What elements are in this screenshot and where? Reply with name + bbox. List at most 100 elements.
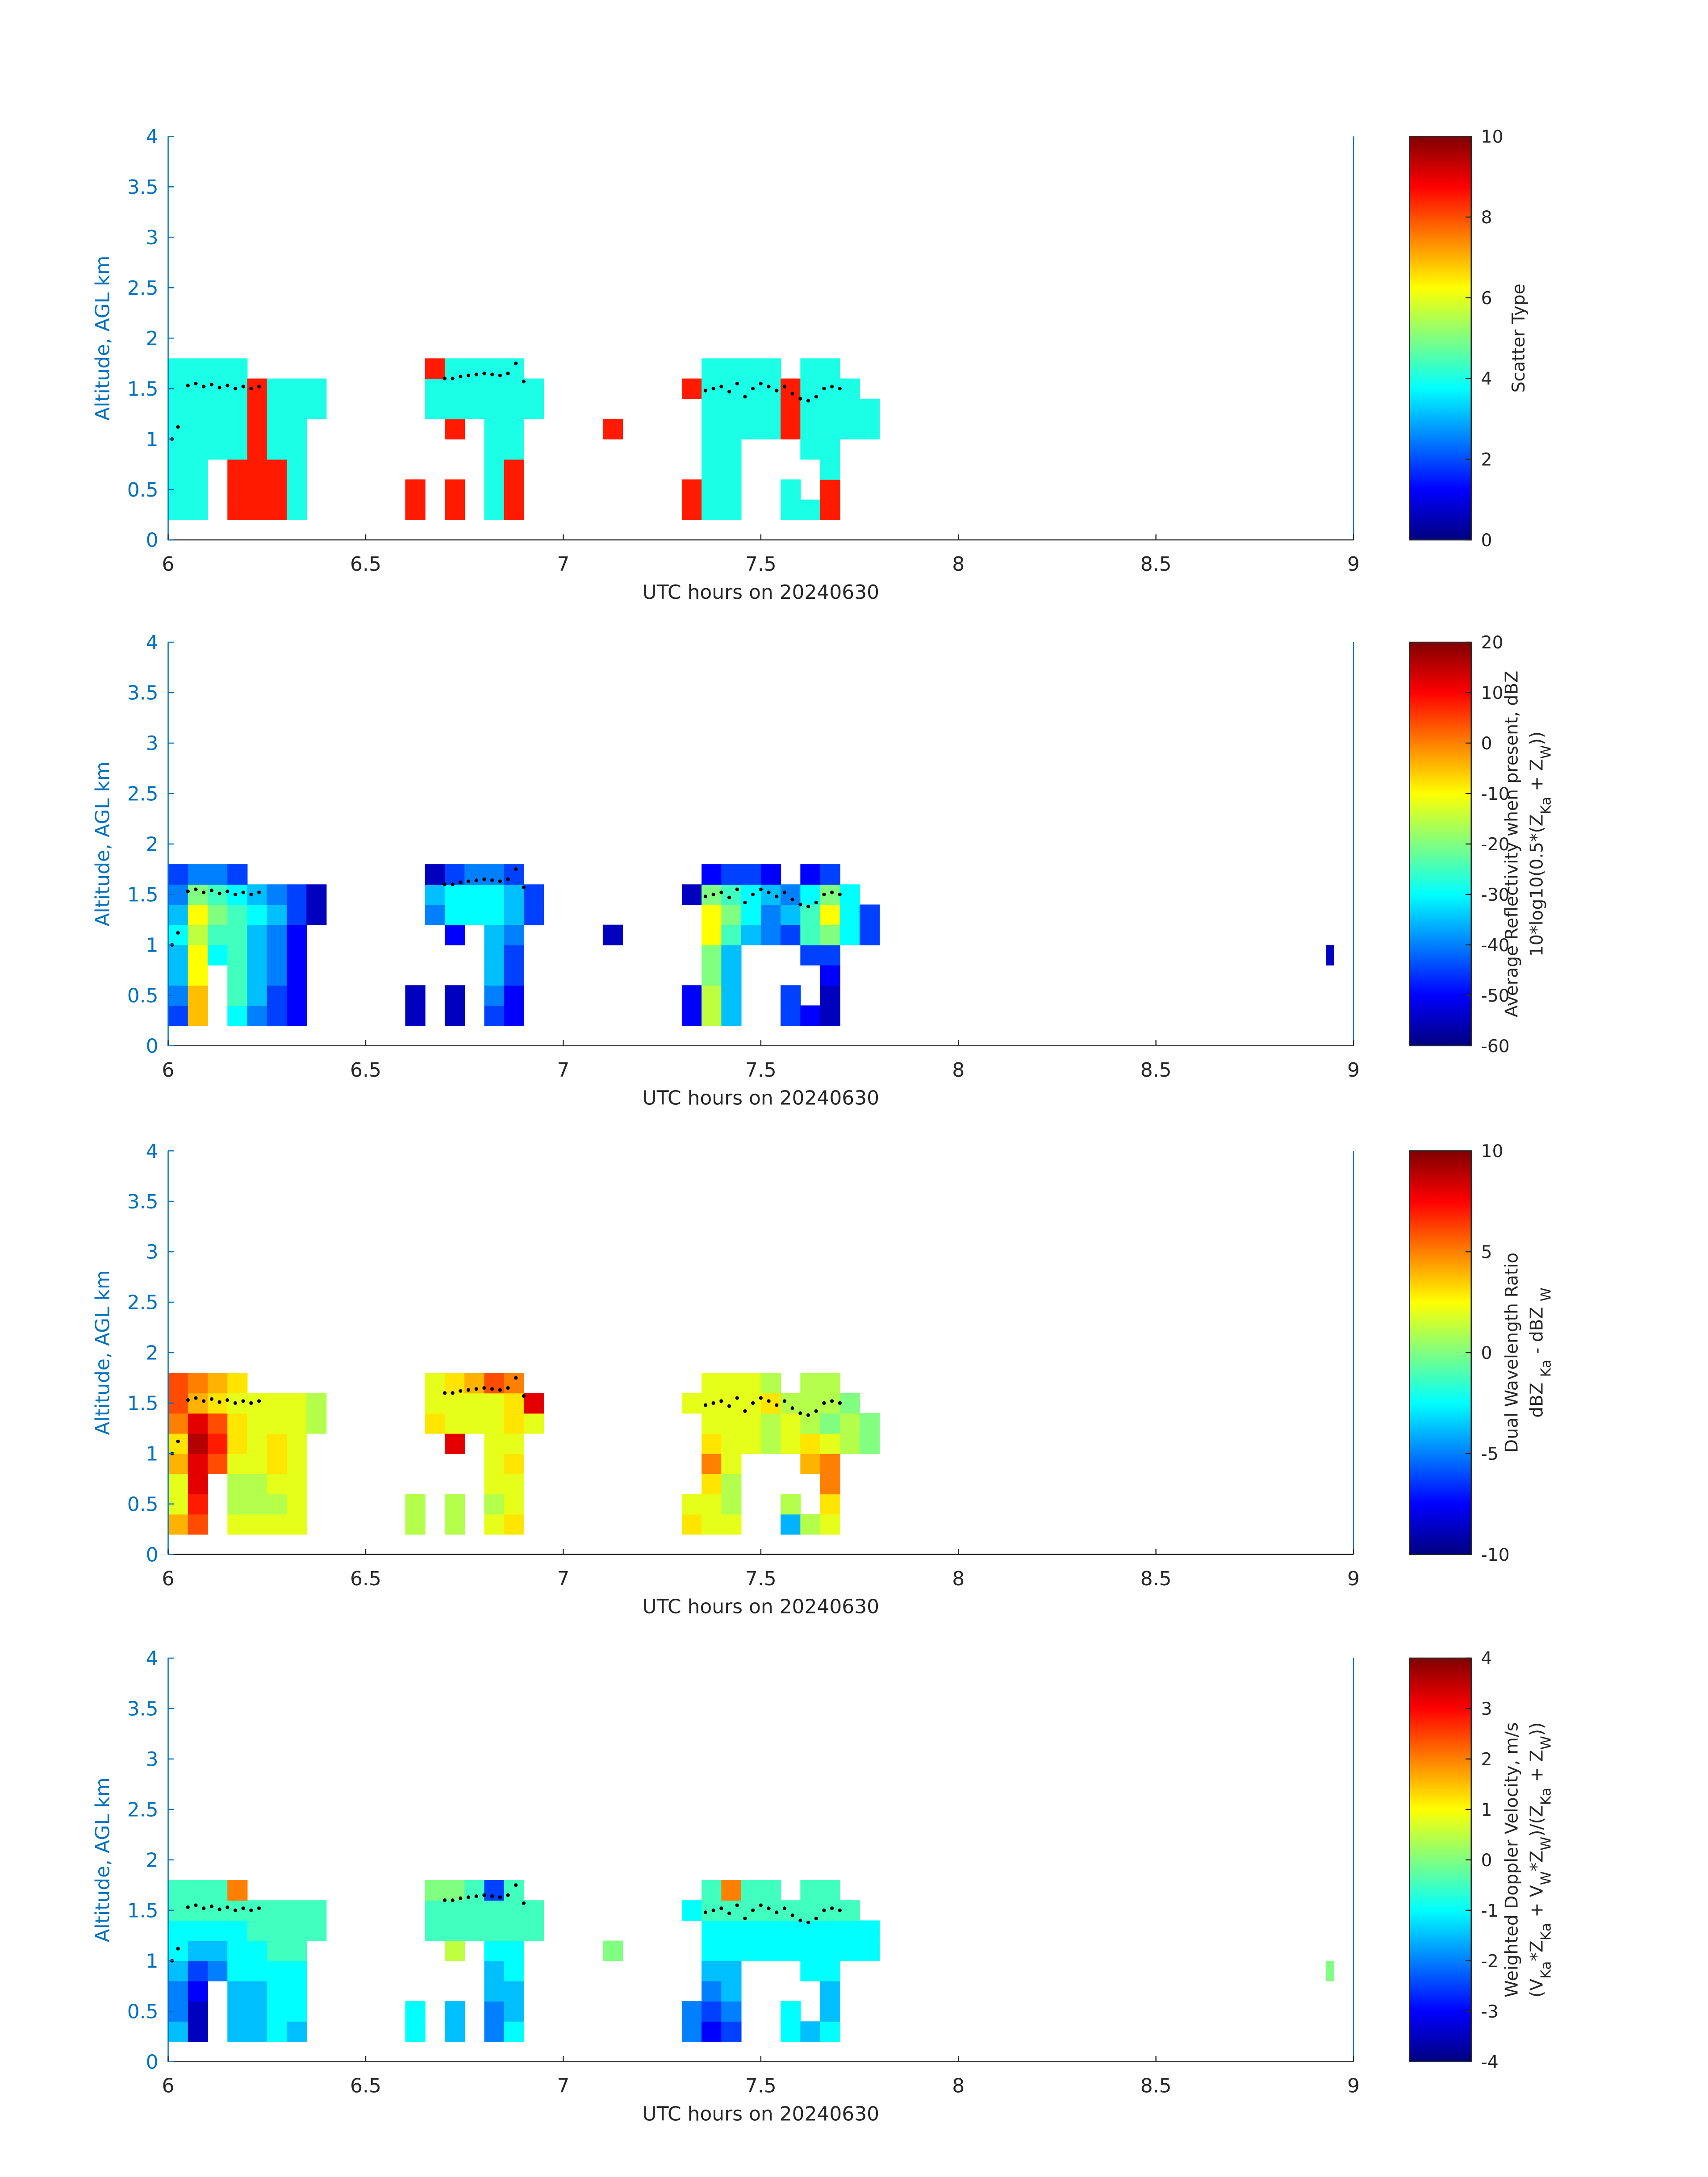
cloud-base-point — [514, 1883, 518, 1887]
heatmap-cell — [839, 378, 860, 399]
heatmap-cell — [702, 499, 722, 520]
y-tick-label: 1.5 — [127, 1900, 159, 1922]
cloud-base-point — [186, 1398, 190, 1402]
cloud-base-point — [719, 890, 723, 894]
heatmap-cell — [484, 985, 505, 1006]
cloud-base-point — [703, 1403, 708, 1407]
cloud-base-point — [806, 1920, 810, 1925]
heatmap-cell — [504, 1940, 524, 1961]
heatmap-cell — [484, 965, 505, 986]
heatmap-cell — [820, 499, 840, 520]
cloud-base-point — [743, 1916, 747, 1920]
heatmap-cell — [425, 1373, 445, 1394]
heatmap-cell — [306, 398, 327, 419]
heatmap-cell — [286, 2021, 307, 2042]
cloud-base-point — [830, 890, 834, 894]
heatmap-cell — [405, 1005, 426, 1026]
heatmap-cell — [721, 398, 742, 419]
colorbar-tick-label: -10 — [1481, 784, 1510, 804]
heatmap-cell — [444, 1940, 465, 1961]
heatmap-cell — [168, 1005, 188, 1026]
heatmap-cell — [702, 398, 722, 419]
heatmap-cell — [721, 924, 742, 945]
cloud-base-point — [782, 1906, 787, 1910]
heatmap-cell — [267, 499, 287, 520]
heatmap-cell — [267, 1514, 287, 1535]
heatmap-cell — [721, 1474, 742, 1495]
heatmap-cell — [188, 459, 208, 480]
heatmap-cell — [781, 904, 801, 925]
heatmap-cell — [188, 1393, 208, 1414]
heatmap-cell — [188, 1433, 208, 1454]
heatmap-cell — [681, 2021, 702, 2042]
heatmap-cell — [484, 1960, 505, 1981]
y-tick-label: 3 — [146, 226, 159, 249]
heatmap-cell — [702, 1494, 722, 1515]
heatmap-cell — [781, 1005, 801, 1026]
heatmap-cell — [425, 884, 445, 905]
heatmap-cell — [247, 1514, 267, 1535]
heatmap-cell — [702, 965, 722, 986]
x-tick-label: 9 — [1347, 553, 1360, 576]
heatmap-cell — [267, 479, 287, 500]
y-tick-label: 0 — [146, 1035, 159, 1057]
heatmap-cell — [267, 1920, 287, 1941]
y-tick-label: 2.5 — [127, 1799, 159, 1822]
heatmap-cell — [741, 904, 761, 925]
heatmap-cell — [208, 884, 228, 905]
heatmap-cell — [188, 884, 208, 905]
heatmap-cell — [444, 378, 465, 399]
heatmap-cell — [760, 358, 781, 379]
colorbar-tick-label: 1 — [1481, 1800, 1492, 1820]
heatmap-cell — [208, 1880, 228, 1901]
heatmap-cell — [286, 904, 307, 925]
heatmap-cell — [484, 1494, 505, 1515]
heatmap-cell — [267, 1005, 287, 1026]
heatmap-cell — [247, 1940, 267, 1961]
cloud-base-point — [482, 877, 486, 882]
cloud-base-point — [451, 376, 455, 380]
heatmap-cell — [227, 1494, 248, 1515]
cloud-base-point — [727, 895, 731, 899]
heatmap-cell — [820, 459, 840, 480]
heatmap-cell — [267, 378, 287, 399]
heatmap-cell — [523, 884, 544, 905]
heatmap-cell — [227, 1005, 248, 1026]
heatmap-cell — [681, 1393, 702, 1414]
heatmap-cell — [286, 1474, 307, 1495]
heatmap-cell — [286, 479, 307, 500]
heatmap-cell — [800, 1433, 821, 1454]
heatmap-cell — [444, 1920, 465, 1941]
heatmap-cell — [208, 1453, 228, 1475]
cloud-base-point — [459, 1389, 463, 1393]
heatmap-cell — [247, 965, 267, 986]
heatmap-cell — [721, 864, 742, 885]
heatmap-cell — [504, 499, 524, 520]
cloud-base-point — [474, 1894, 478, 1898]
heatmap-cell — [444, 884, 465, 905]
heatmap-cell — [188, 1960, 208, 1981]
cloud-base-point — [202, 384, 206, 389]
heatmap-cell — [760, 864, 781, 885]
cloud-base-point — [186, 1905, 190, 1910]
cloud-base-point — [775, 1403, 779, 1407]
cloud-base-point — [703, 894, 708, 898]
heatmap-cell — [188, 1981, 208, 2002]
colorbar-label-part: Ka — [1538, 1923, 1554, 1940]
heatmap-cell — [602, 924, 623, 945]
heatmap-cell — [188, 1900, 208, 1921]
heatmap-cell — [188, 358, 208, 379]
heatmap-cell — [208, 1960, 228, 1981]
heatmap-cell — [504, 1474, 524, 1495]
heatmap-cell — [444, 2001, 465, 2022]
heatmap-cell — [484, 459, 505, 480]
colorbar-tick-label: 0 — [1481, 1343, 1492, 1363]
cloud-base-point — [838, 892, 842, 896]
heatmap-cell — [227, 1920, 248, 1941]
heatmap-cell — [820, 944, 840, 965]
heatmap-cell — [425, 864, 445, 885]
heatmap-cell — [267, 1433, 287, 1454]
colorbar: 0 2 4 6 8 10 Scatter Type — [1409, 127, 1529, 551]
colorbar-label-part: + Z — [1527, 1750, 1547, 1788]
colorbar: -60 -50 -40 -30 -20 -10 0 10 20 Average Reflectiv… — [1409, 633, 1554, 1057]
